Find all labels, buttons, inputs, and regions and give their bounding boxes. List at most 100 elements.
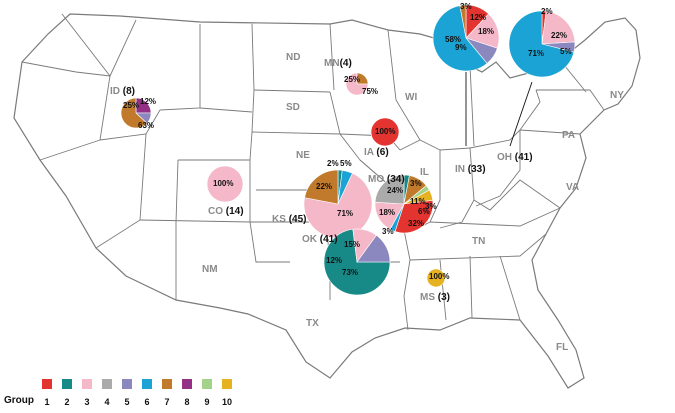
- pie-slice-ia-group-1: [370, 117, 400, 147]
- pie-pct-label-in: 58%: [445, 35, 461, 44]
- legend-title: Group: [4, 395, 34, 406]
- pie-pct-label-co: 100%: [213, 179, 233, 188]
- state-label-sd: SD: [286, 102, 300, 113]
- pie-label-in: IN (33): [455, 164, 486, 175]
- pie-label-mn: MN(4): [324, 58, 352, 69]
- pie-pct-label-ia: 100%: [375, 127, 395, 136]
- pie-pct-label-mn: 25%: [344, 75, 360, 84]
- legend-swatch-group-8: [182, 379, 192, 389]
- legend-label-group-10: 10: [222, 397, 232, 407]
- pie-pct-label-mo: 24%: [387, 186, 403, 195]
- pie-slice-mo-group-1: [394, 200, 434, 234]
- state-label-wi: WI: [405, 92, 417, 103]
- legend-label-group-8: 8: [184, 397, 189, 407]
- state-label-pa: PA: [562, 130, 575, 141]
- state-label-nm: NM: [202, 264, 218, 275]
- pie-slice-ks-group-7: [304, 169, 339, 205]
- pie-slice-oh-group-3: [541, 10, 576, 45]
- pie-pct-label-in: 3%: [460, 2, 472, 11]
- pie-label-oh: OH (41): [497, 152, 533, 163]
- pie-pct-label-mo: 11%: [410, 197, 426, 206]
- pie-pct-label-mo: 32%: [408, 219, 424, 228]
- pie-label-mo: MO (34): [368, 174, 405, 185]
- oh-leader-line: [509, 81, 533, 147]
- legend-swatch-group-5: [122, 379, 132, 389]
- pie-pct-label-mo: 6%: [418, 207, 430, 216]
- pie-pct-label-mo: 3%: [425, 202, 437, 211]
- legend-label-group-6: 6: [144, 397, 149, 407]
- state-label-tn: TN: [472, 236, 485, 247]
- legend-swatch-group-9: [202, 379, 212, 389]
- pie-mo: 3%11%3%6%32%3%18%24%: [374, 174, 437, 236]
- legend-label-group-7: 7: [164, 397, 169, 407]
- pie-slice-oh-group-6: [508, 10, 575, 78]
- legend-swatch-group-3: [82, 379, 92, 389]
- legend-label-group-1: 1: [44, 397, 49, 407]
- pie-pct-label-mo: 18%: [379, 208, 395, 217]
- pie-pct-label-in: 18%: [478, 27, 494, 36]
- pie-pct-label-ms: 100%: [429, 272, 449, 281]
- pie-pct-label-ok: 73%: [342, 268, 358, 277]
- legend: Group 1 2 3 4 5 6 7 8 9 10: [4, 379, 232, 407]
- legend-swatch-group-1: [42, 379, 52, 389]
- pie-pct-label-in: 12%: [470, 13, 486, 22]
- pie-slice-id-group-7: [120, 97, 148, 129]
- pie-pct-label-ks: 71%: [337, 209, 353, 218]
- pie-pct-label-oh: 22%: [551, 31, 567, 40]
- pie-layer: 25% 12%63%25%75%100%100%2% 5%71%22% 3%11%3%…: [120, 2, 576, 296]
- legend-swatch-group-2: [62, 379, 72, 389]
- legend-label-group-2: 2: [64, 397, 69, 407]
- pie-pct-label-ok: 12%: [326, 256, 342, 265]
- legend-label-group-4: 4: [104, 397, 109, 407]
- pie-pct-label-ks: 5%: [340, 159, 352, 168]
- pie-in: 12% 18% 9%58% 3%: [432, 2, 500, 72]
- pie-slice-in-group-7: [459, 4, 467, 39]
- legend-swatch-group-6: [142, 379, 152, 389]
- pie-pct-label-ok: 15%: [344, 240, 360, 249]
- pie-slice-co-group-3: [206, 165, 244, 203]
- pie-label-ks: KS (45): [272, 214, 306, 225]
- pie-pct-label-oh: 5%: [560, 47, 572, 56]
- state-label-ny: NY: [610, 90, 624, 101]
- pie-pct-label-mo: 3%: [410, 179, 422, 188]
- pie-pct-label-ks: 2%: [327, 159, 339, 168]
- pie-id: 25% 12% 63%: [120, 97, 156, 130]
- pie-ks: 2% 5% 71% 22%: [303, 159, 373, 239]
- pie-pct-label-in: 9%: [455, 43, 467, 52]
- state-labels: ND SD NE WI NY PA VA IL TN NM TX FL: [202, 52, 624, 353]
- state-label-nd: ND: [286, 52, 300, 63]
- pie-label-ok: OK (41): [302, 234, 338, 245]
- pie-ms: 100%: [426, 268, 449, 288]
- pie-slice-mo-group-4: [374, 174, 405, 205]
- pie-slice-ok-group-5: [356, 234, 391, 263]
- pie-slice-ms-group-10: [426, 268, 446, 288]
- pie-ok: 73%12%15%: [323, 228, 391, 296]
- pie-label-id: ID (8): [110, 86, 135, 97]
- pie-pct-label-id: 63%: [138, 121, 154, 130]
- pie-slice-mn-group-3: [345, 72, 369, 96]
- legend-swatch-group-4: [102, 379, 112, 389]
- pie-pct-label-id: 25%: [123, 101, 139, 110]
- legend-label-group-5: 5: [124, 397, 129, 407]
- pie-mn: 25%75%: [344, 72, 378, 96]
- legend-label-group-9: 9: [204, 397, 209, 407]
- pie-pct-label-mn: 75%: [362, 87, 378, 96]
- pie-label-ms: MS (3): [420, 292, 450, 303]
- legend-swatch-group-10: [222, 379, 232, 389]
- state-label-va: VA: [566, 182, 579, 193]
- pie-label-co: CO (14): [208, 206, 244, 217]
- state-label-ne: NE: [296, 150, 310, 161]
- state-label-tx: TX: [306, 318, 319, 329]
- pie-pct-label-mo: 3%: [382, 227, 394, 236]
- state-label-fl: FL: [556, 342, 568, 353]
- legend-swatch-group-7: [162, 379, 172, 389]
- pie-pct-label-id: 12%: [140, 97, 156, 106]
- pie-state-labels: ID (8) MN(4) IA (6) CO (14) KS (45) MO (…: [110, 58, 533, 303]
- pie-oh: 2% 22% 5% 71%: [508, 7, 576, 78]
- pie-ia: 100%: [370, 117, 400, 147]
- legend-label-group-3: 3: [84, 397, 89, 407]
- pie-pct-label-oh: 2%: [541, 7, 553, 16]
- state-label-il: IL: [420, 167, 429, 178]
- pie-pct-label-oh: 71%: [528, 49, 544, 58]
